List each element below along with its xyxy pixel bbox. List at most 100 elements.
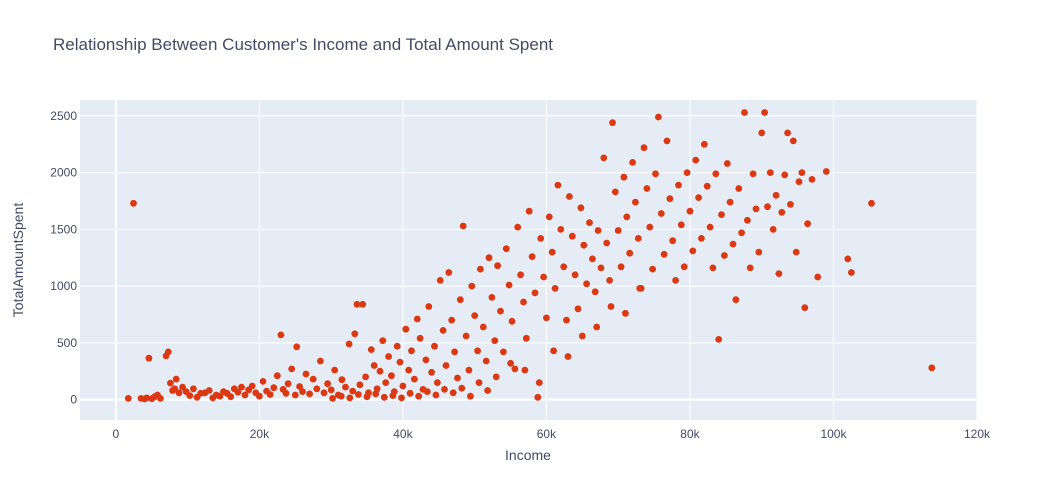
data-point xyxy=(814,273,822,281)
data-point xyxy=(511,365,519,373)
data-point xyxy=(474,347,481,355)
data-point xyxy=(568,232,576,240)
data-point xyxy=(578,332,586,340)
data-point xyxy=(363,393,371,401)
data-point xyxy=(270,384,278,392)
data-point xyxy=(338,376,346,384)
data-point xyxy=(735,185,743,192)
data-point xyxy=(672,277,679,284)
data-point xyxy=(282,389,290,397)
data-point xyxy=(649,265,656,273)
data-point xyxy=(620,173,628,181)
data-point xyxy=(428,368,435,376)
data-point xyxy=(808,176,816,183)
data-point xyxy=(563,316,570,324)
data-point xyxy=(660,250,668,258)
data-point xyxy=(535,379,543,386)
data-point xyxy=(597,264,605,272)
data-point xyxy=(431,342,438,350)
data-point xyxy=(445,269,453,276)
data-point xyxy=(726,198,734,206)
data-point xyxy=(703,182,711,190)
data-point xyxy=(700,140,708,148)
data-point xyxy=(540,273,547,281)
data-point xyxy=(500,348,507,356)
data-point xyxy=(408,347,415,355)
data-point xyxy=(449,389,457,397)
data-point xyxy=(580,241,588,249)
data-point xyxy=(868,199,875,207)
data-point xyxy=(248,382,256,390)
data-point xyxy=(273,372,281,380)
data-point xyxy=(434,379,441,386)
data-point xyxy=(467,392,474,400)
data-point xyxy=(623,213,631,221)
data-point xyxy=(545,213,553,221)
data-point xyxy=(677,221,685,229)
data-point xyxy=(324,380,331,388)
data-point xyxy=(372,390,380,398)
data-point xyxy=(436,277,444,284)
data-point xyxy=(689,247,697,255)
data-point xyxy=(462,332,470,340)
data-point xyxy=(309,375,317,383)
data-point xyxy=(928,364,936,372)
data-point xyxy=(456,296,464,304)
plot-area[interactable] xyxy=(80,100,977,420)
data-point xyxy=(744,216,751,224)
data-point xyxy=(738,229,745,237)
data-point xyxy=(571,271,579,279)
x-tick-label: 100k xyxy=(820,427,847,441)
data-point xyxy=(398,394,405,402)
data-point xyxy=(382,379,390,386)
data-point xyxy=(389,392,397,399)
data-point xyxy=(379,337,387,344)
x-tick-label: 60k xyxy=(537,427,557,441)
data-point xyxy=(484,387,491,394)
data-point xyxy=(732,296,740,304)
data-point xyxy=(522,334,530,342)
data-point xyxy=(488,294,496,301)
data-point xyxy=(393,342,401,350)
data-point xyxy=(844,255,852,263)
data-point xyxy=(353,300,361,308)
data-point xyxy=(798,169,806,177)
data-point xyxy=(792,248,800,256)
data-point xyxy=(259,378,267,385)
data-point xyxy=(327,386,335,394)
y-axis-ticks: 0 500 1000 1500 2000 2500 xyxy=(50,109,77,407)
x-tick-label: 80k xyxy=(680,427,700,441)
data-point xyxy=(399,382,407,390)
data-point xyxy=(227,393,235,401)
data-point xyxy=(718,211,725,219)
data-point xyxy=(706,223,714,231)
x-tick-label: 40k xyxy=(393,427,413,441)
x-axis-ticks: 0 20k 40k 60k 80k 100k 120k xyxy=(113,427,991,441)
data-point xyxy=(761,109,768,116)
data-point xyxy=(607,303,615,310)
data-point xyxy=(157,395,164,402)
data-point xyxy=(521,366,529,374)
data-point xyxy=(686,207,694,215)
data-point xyxy=(317,357,324,365)
data-point xyxy=(505,281,513,289)
data-point xyxy=(396,358,404,366)
data-point xyxy=(385,353,392,360)
data-point xyxy=(448,316,456,324)
x-axis-label: Income xyxy=(505,447,551,463)
data-point xyxy=(143,394,151,402)
x-tick-label: 20k xyxy=(250,427,270,441)
data-point xyxy=(306,390,313,398)
data-point xyxy=(652,170,659,178)
data-point xyxy=(557,226,565,233)
data-point xyxy=(485,254,493,262)
data-point xyxy=(746,264,754,272)
data-point xyxy=(351,330,359,338)
data-point xyxy=(497,307,504,315)
data-point xyxy=(175,389,183,397)
data-point xyxy=(356,381,364,389)
data-point xyxy=(320,389,328,397)
data-point xyxy=(373,385,381,393)
data-point xyxy=(769,226,777,233)
